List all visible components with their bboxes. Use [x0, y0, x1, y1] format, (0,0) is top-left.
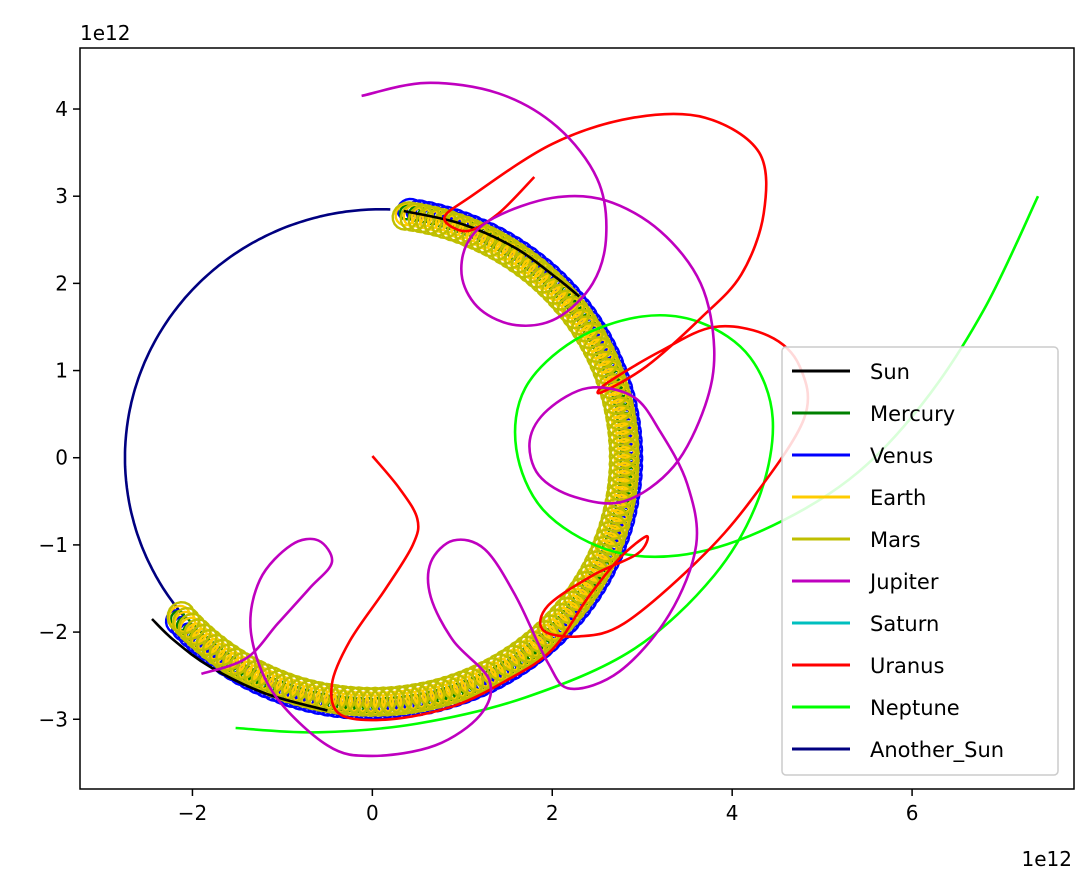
- y-offset-label: 1e12: [80, 21, 130, 45]
- legend-label-earth: Earth: [870, 486, 926, 510]
- y-tick-label: 1: [55, 359, 68, 383]
- y-tick-label: 4: [55, 97, 68, 121]
- legend-label-another-sun: Another_Sun: [870, 738, 1004, 763]
- y-tick-label: −2: [39, 620, 68, 644]
- y-tick-label: −1: [39, 533, 68, 557]
- x-tick-label: −2: [178, 801, 207, 825]
- series-line-uranus: [329, 112, 810, 722]
- y-tick-label: 0: [55, 446, 68, 470]
- legend-label-mercury: Mercury: [870, 402, 955, 426]
- series-line-jupiter: [200, 81, 716, 758]
- legend: Sun Mercury Venus Earth Mars Jupiter Saturn Ura…: [781, 346, 1059, 776]
- legend-box: [781, 346, 1059, 776]
- legend-label-mars: Mars: [870, 528, 921, 552]
- legend-label-saturn: Saturn: [870, 612, 939, 636]
- x-tick-label: 6: [906, 801, 919, 825]
- y-tick-label: 3: [55, 184, 68, 208]
- series-line-another-sun: [123, 208, 391, 619]
- legend-label-venus: Venus: [870, 444, 933, 468]
- series-line-sun-segment-2: [151, 618, 328, 712]
- axis-layer: −2 0 2 4 6 −3 −2 −1 0 1 2 3 4: [39, 97, 919, 825]
- legend-label-uranus: Uranus: [870, 654, 944, 678]
- legend-label-jupiter: Jupiter: [868, 570, 939, 594]
- y-tick-label: −3: [39, 707, 68, 731]
- x-offset-label: 1e12: [1022, 847, 1072, 871]
- plot-frame: [79, 47, 1075, 790]
- x-tick-label: 2: [546, 801, 559, 825]
- series-layer: [123, 81, 1040, 758]
- x-tick-label: 4: [726, 801, 739, 825]
- y-tick-label: 2: [55, 271, 68, 295]
- legend-label-sun: Sun: [870, 360, 910, 384]
- x-tick-label: 0: [366, 801, 379, 825]
- legend-label-neptune: Neptune: [870, 696, 960, 720]
